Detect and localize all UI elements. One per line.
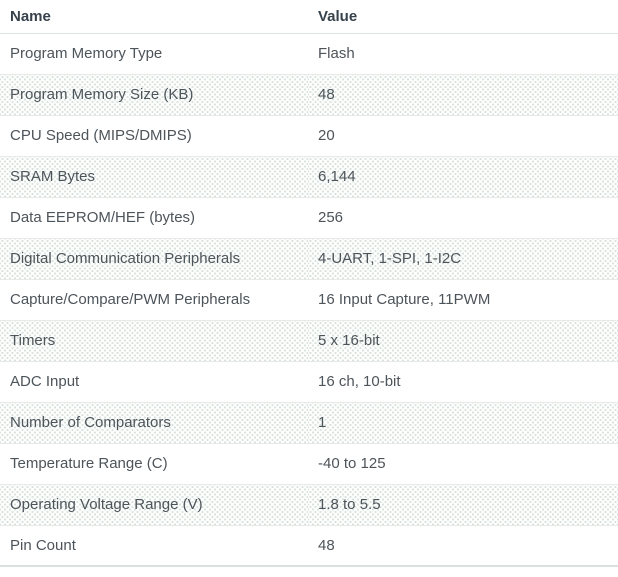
spec-value-cell: 16 Input Capture, 11PWM	[308, 278, 618, 320]
spec-name-cell: SRAM Bytes	[0, 155, 308, 197]
spec-value-cell: 6,144	[308, 155, 618, 197]
spec-name-cell: Timers	[0, 319, 308, 361]
table-row: Operating Voltage Range (V) 1.8 to 5.5	[0, 483, 618, 525]
spec-name-cell: Operating Voltage Range (V)	[0, 483, 308, 525]
spec-name-cell: Temperature Range (C)	[0, 442, 308, 484]
table-row: Capture/Compare/PWM Peripherals 16 Input…	[0, 278, 618, 320]
spec-name-cell: Pin Count	[0, 524, 308, 567]
table-row: ADC Input 16 ch, 10-bit	[0, 360, 618, 402]
table-body: Program Memory Type Flash Program Memory…	[0, 33, 618, 567]
table-row: Program Memory Type Flash	[0, 33, 618, 74]
table-row: CPU Speed (MIPS/DMIPS) 20	[0, 114, 618, 156]
spec-value-cell: 48	[308, 524, 618, 567]
spec-value-cell: 1.8 to 5.5	[308, 483, 618, 525]
spec-name-cell: ADC Input	[0, 360, 308, 402]
table-row: Program Memory Size (KB) 48	[0, 73, 618, 115]
column-header-value: Value	[308, 0, 618, 34]
spec-name-cell: Number of Comparators	[0, 401, 308, 443]
table-row: Digital Communication Peripherals 4-UART…	[0, 237, 618, 279]
spec-name-cell: Capture/Compare/PWM Peripherals	[0, 278, 308, 320]
spec-name-cell: Digital Communication Peripherals	[0, 237, 308, 279]
table-row: Data EEPROM/HEF (bytes) 256	[0, 196, 618, 238]
spec-name-cell: CPU Speed (MIPS/DMIPS)	[0, 114, 308, 156]
spec-value-cell: 5 x 16-bit	[308, 319, 618, 361]
table-row: Temperature Range (C) -40 to 125	[0, 442, 618, 484]
table-row: Timers 5 x 16-bit	[0, 319, 618, 361]
spec-value-cell: 16 ch, 10-bit	[308, 360, 618, 402]
table-row: Pin Count 48	[0, 524, 618, 567]
spec-value-cell: 4-UART, 1-SPI, 1-I2C	[308, 237, 618, 279]
spec-name-cell: Program Memory Type	[0, 33, 308, 74]
table-row: SRAM Bytes 6,144	[0, 155, 618, 197]
spec-value-cell: -40 to 125	[308, 442, 618, 484]
spec-name-cell: Program Memory Size (KB)	[0, 73, 308, 115]
column-header-name: Name	[0, 0, 308, 34]
spec-value-cell: Flash	[308, 33, 618, 74]
spec-value-cell: 20	[308, 114, 618, 156]
spec-name-cell: Data EEPROM/HEF (bytes)	[0, 196, 308, 238]
spec-value-cell: 48	[308, 73, 618, 115]
table-row: Number of Comparators 1	[0, 401, 618, 443]
spec-value-cell: 256	[308, 196, 618, 238]
table-header-row: Name Value	[0, 0, 618, 34]
spec-value-cell: 1	[308, 401, 618, 443]
